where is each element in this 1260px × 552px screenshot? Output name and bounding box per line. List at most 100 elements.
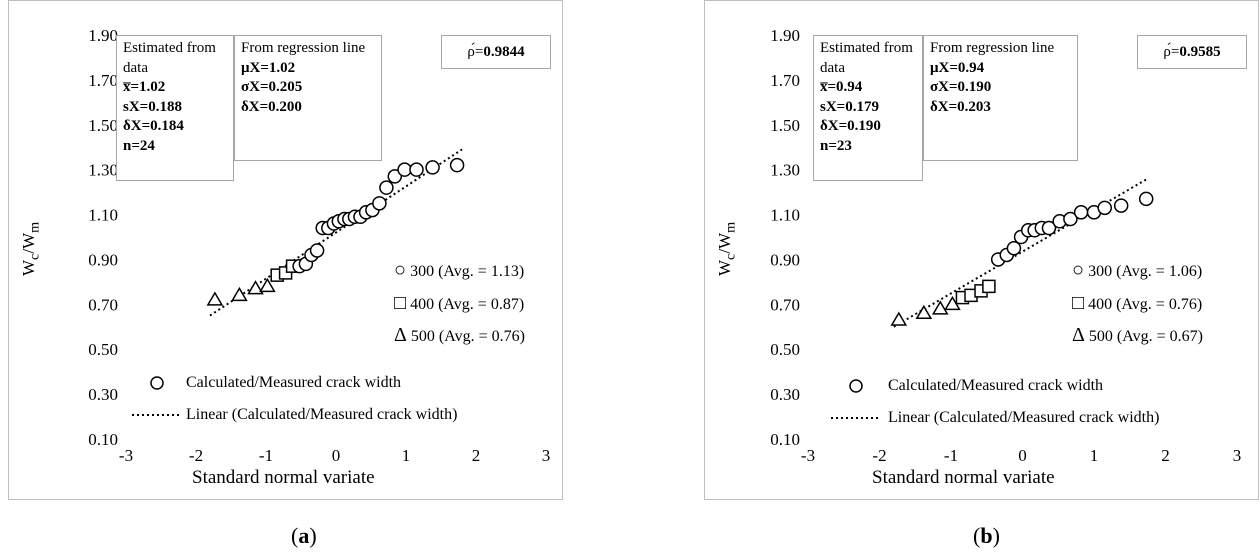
legend-marker-circle: [150, 376, 164, 390]
rho-label: ρ́=: [1163, 44, 1180, 60]
rho-box: ρ́=0.9844: [441, 35, 551, 69]
x-tick-label: 1: [1090, 446, 1099, 465]
x-tick-label: -1: [259, 446, 273, 465]
y-tick-label: 0.50: [88, 340, 118, 359]
data-point-circle: [372, 196, 387, 211]
x-tick-label: -2: [872, 446, 886, 465]
y-tick-label: 0.70: [770, 295, 800, 314]
y-tick-label: 1.30: [88, 161, 118, 180]
data-point-circle: [1097, 200, 1112, 216]
x-tick-label: 2: [472, 446, 481, 465]
data-point-triangle: [890, 311, 908, 326]
stats-box: Estimated from data x̅=1.02 sX=0.188 δX=…: [116, 35, 234, 181]
legend-series-label: Calculated/Measured crack width: [186, 374, 402, 391]
y-tick-label: 0.10: [770, 430, 800, 449]
data-point-circle: [1113, 198, 1129, 213]
group-legend-500: Δ 500 (Avg. = 0.67): [1072, 324, 1203, 346]
stats-line: x̅=1.02: [123, 79, 166, 95]
y-tick-label: 0.90: [88, 250, 118, 269]
data-point-triangle: [206, 291, 224, 306]
x-axis-label: Standard normal variate: [192, 467, 375, 488]
caption-a: (a): [291, 523, 317, 548]
x-tick-label: -1: [944, 446, 958, 465]
y-tick-label: 1.50: [88, 116, 118, 135]
regression-box-title: From regression line: [930, 40, 1055, 56]
chart-panel-b: 0.10 0.30 0.50 0.70 0.90 1.10 1.30 1.50 1.70 1.90…: [704, 0, 1259, 548]
regression-line: μX=1.02: [241, 59, 296, 76]
group-legend-300: ○ 300 (Avg. = 1.13): [394, 259, 525, 281]
stats-box-title: Estimated from data: [123, 40, 216, 76]
regression-line: σX=0.190: [930, 79, 992, 95]
x-tick-label: 2: [1161, 446, 1170, 465]
x-tick-label: -3: [119, 446, 133, 465]
data-point-circle: [1073, 205, 1089, 220]
data-point-triangle: [231, 286, 248, 302]
regression-line: σX=0.205: [241, 79, 303, 95]
y-tick-label: 1.10: [770, 206, 800, 225]
y-tick-label: 1.30: [770, 161, 800, 180]
data-point-circle: [1138, 191, 1154, 207]
trendline: [209, 148, 463, 317]
data-point-circle: [397, 162, 412, 177]
y-tick-label: 1.70: [770, 71, 800, 90]
stats-line: sX=0.179: [820, 98, 879, 115]
rho-value: 0.9585: [1179, 44, 1221, 60]
regression-line: δX=0.203: [930, 98, 991, 115]
data-point-circle: [425, 160, 440, 175]
data-point-circle: [449, 157, 465, 173]
y-axis-label: Wc/Wm: [19, 221, 43, 276]
x-tick-label: 0: [332, 446, 341, 465]
group-legend-400: □ 400 (Avg. = 0.76): [1072, 292, 1203, 314]
caption-b: (b): [973, 523, 1000, 548]
data-point-square: [982, 279, 996, 294]
y-tick-label: 1.90: [88, 26, 118, 45]
stats-line: n=24: [123, 137, 155, 154]
y-tick-label: 0.30: [770, 385, 800, 404]
rho-box: ρ́=0.9585: [1137, 35, 1247, 69]
legend-marker-circle: [849, 379, 863, 393]
data-point-circle: [409, 162, 424, 177]
rho-value: 0.9844: [483, 44, 525, 60]
x-axis-label: Standard normal variate: [872, 467, 1055, 488]
x-tick-label: 1: [402, 446, 411, 465]
data-point-circle: [1006, 240, 1022, 256]
data-point-circle: [379, 180, 394, 195]
legend-series-label: Calculated/Measured crack width: [888, 377, 1104, 394]
x-tick-label: 3: [542, 446, 551, 465]
group-legend-400: □ 400 (Avg. = 0.87): [394, 292, 525, 314]
stats-line: x̅=0.94: [820, 79, 863, 95]
regression-box-title: From regression line: [241, 40, 366, 56]
data-point-circle: [1063, 211, 1078, 227]
y-tick-label: 0.50: [770, 340, 800, 359]
stats-line: δX=0.190: [820, 118, 881, 134]
x-tick-label: -3: [801, 446, 815, 465]
data-point-circle: [1041, 220, 1057, 236]
regression-box: From regression line μX=0.94 σX=0.190 δX…: [923, 35, 1078, 161]
trendline: [893, 177, 1149, 328]
legend-trendline-label: Linear (Calculated/Measured crack width): [186, 406, 458, 423]
regression-box: From regression line μX=1.02 σX=0.205 δX…: [234, 35, 382, 161]
data-point-circle: [309, 243, 325, 258]
y-tick-label: 1.70: [88, 71, 118, 90]
plot-area-b: 0.10 0.30 0.50 0.70 0.90 1.10 1.30 1.50 1.70 1.90…: [770, 26, 1242, 465]
y-tick-label: 0.10: [88, 430, 118, 449]
regression-line: μX=0.94: [930, 59, 985, 76]
group-legend-500: Δ 500 (Avg. = 0.76): [394, 324, 525, 346]
rho-label: ρ́=: [467, 44, 484, 60]
group-legend-300: ○ 300 (Avg. = 1.06): [1072, 259, 1203, 281]
stats-line: n=23: [820, 137, 852, 154]
data-point-triangle: [931, 300, 949, 315]
plot-area-a: 0.10 0.30 0.50 0.70 0.90 1.10 1.30 1.50 1.70 1.90…: [88, 26, 551, 465]
y-tick-label: 1.10: [88, 206, 118, 225]
x-tick-label: 3: [1233, 446, 1242, 465]
data-point-triangle: [259, 277, 276, 293]
x-tick-label: 0: [1018, 446, 1027, 465]
x-tick-label: -2: [189, 446, 203, 465]
data-point-circle: [387, 169, 403, 184]
data-point-triangle: [915, 304, 933, 320]
y-tick-label: 0.90: [770, 250, 800, 269]
data-point-triangle: [247, 280, 264, 295]
stats-box: Estimated from data x̅=0.94 sX=0.179 δX=…: [813, 35, 923, 181]
y-tick-label: 1.90: [770, 26, 800, 45]
regression-line: δX=0.200: [241, 98, 302, 115]
